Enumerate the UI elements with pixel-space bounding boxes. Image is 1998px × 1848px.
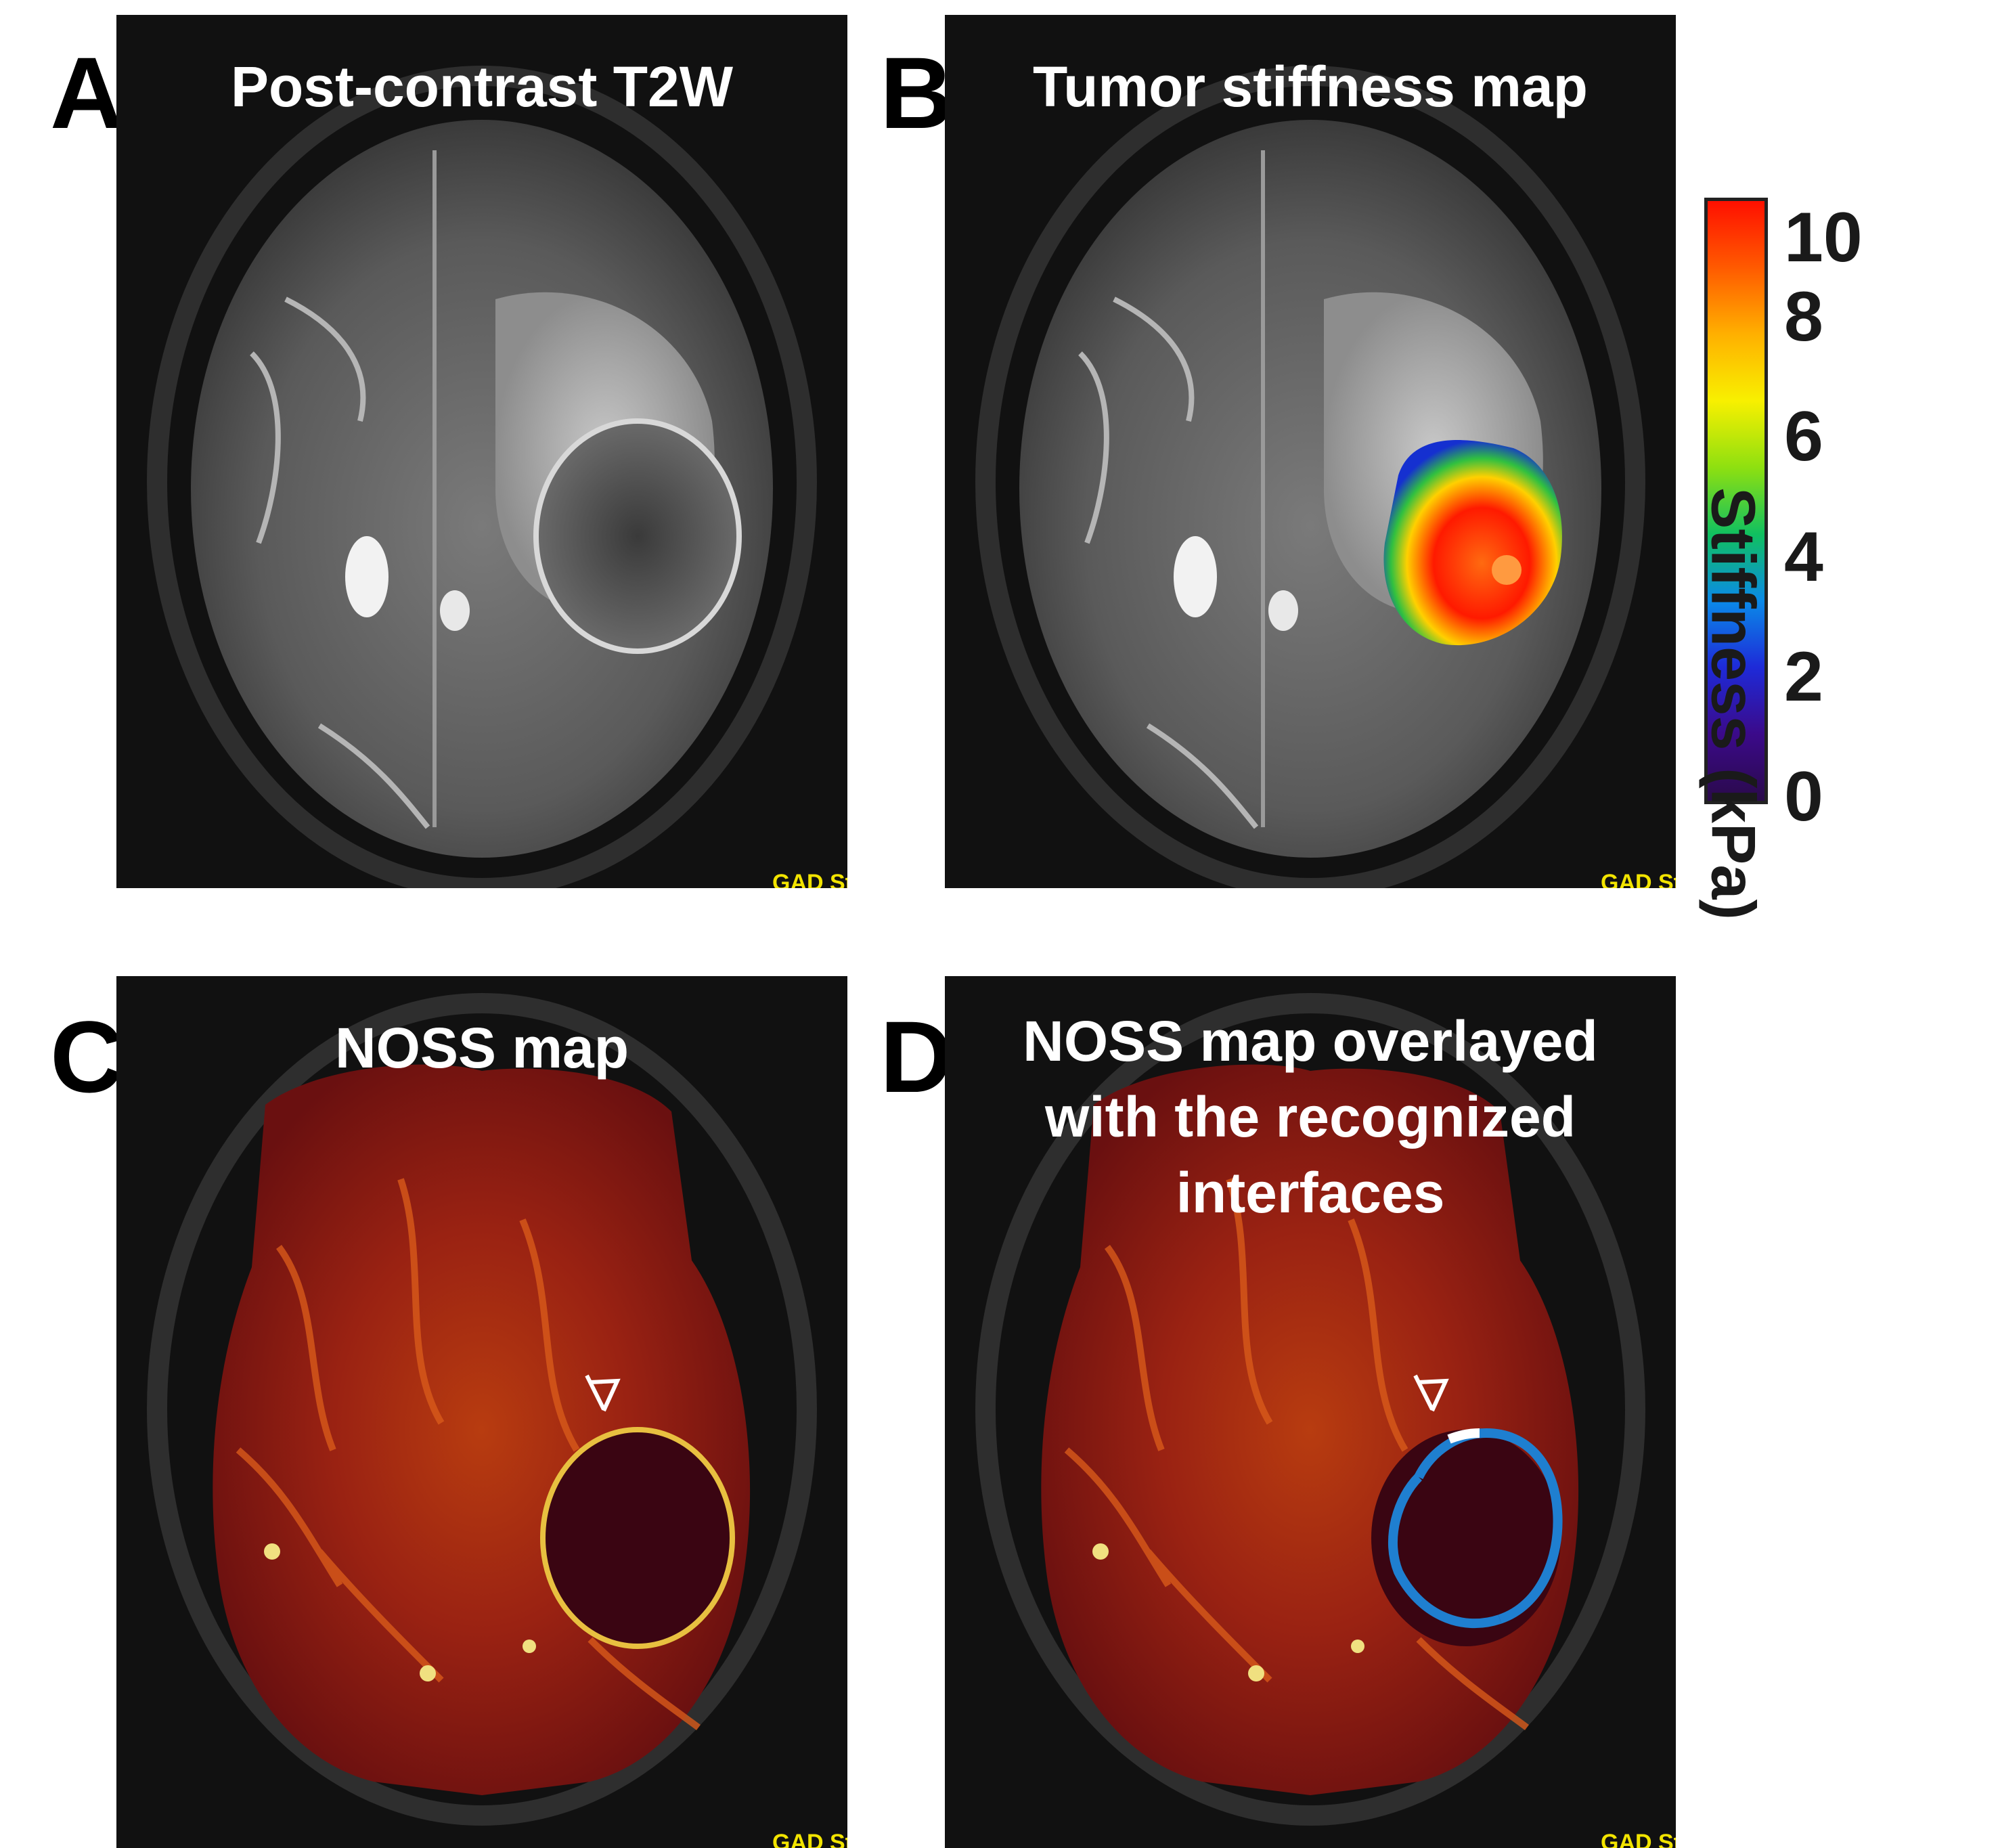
panel-b-title: Tumor stiffness map [1033, 55, 1588, 118]
colorbar-tick-label: 0 [1784, 757, 1823, 836]
colorbar-tick-label: 8 [1784, 278, 1823, 357]
noss-map [147, 993, 817, 1826]
colorbar-gradient [1708, 201, 1764, 801]
panel-d-title-line-1: NOSS map overlayed [1023, 1009, 1598, 1073]
panel-letter-b: B [880, 36, 954, 150]
panel-d-title-line-2: with the recognized [1044, 1085, 1576, 1149]
panel-d-title: NOSS map overlayed with the recognized i… [945, 1003, 1676, 1231]
panel-b-stiffness-image: Tumor stiffness map GAD St [945, 15, 1676, 888]
arrow-icon [1413, 1374, 1449, 1412]
colorbar-label: Stiffness (kPa) [1698, 487, 1768, 921]
panel-b-corner-text: GAD St [1601, 870, 1676, 888]
tumor-stiffness-region [1383, 440, 1562, 646]
mri-t2w-scan [147, 66, 817, 888]
colorbar-tick-label: 6 [1784, 397, 1823, 477]
arrow-icon [585, 1374, 621, 1412]
noss-map-with-interfaces [975, 993, 1645, 1826]
panel-c-corner-text: GAD St [772, 1830, 847, 1848]
panel-d-noss-overlay-image: NOSS map overlayed with the recognized i… [945, 976, 1676, 1848]
panel-c-title: NOSS map [334, 1016, 629, 1080]
colorbar [1704, 198, 1768, 804]
panel-letter-d: D [880, 1000, 954, 1114]
panel-c-noss-image: NOSS map GAD St [116, 976, 847, 1848]
panel-a-t2w-image: Post-contrast T2W GAD St [116, 15, 847, 888]
panel-letter-a: A [50, 36, 124, 150]
panel-d-corner-text: GAD St [1601, 1830, 1676, 1848]
panel-a-corner-text: GAD St [772, 870, 847, 888]
panel-letter-c: C [50, 1000, 124, 1114]
mri-stiffness-overlay [975, 66, 1645, 888]
colorbar-tick-label: 10 [1784, 198, 1863, 277]
colorbar-tick-label: 2 [1784, 637, 1823, 716]
interface-highlight-segment [1447, 1428, 1480, 1444]
colorbar-tick-label: 4 [1784, 517, 1823, 596]
panel-a-title: Post-contrast T2W [230, 55, 734, 118]
panel-d-title-line-3: interfaces [1176, 1161, 1445, 1225]
